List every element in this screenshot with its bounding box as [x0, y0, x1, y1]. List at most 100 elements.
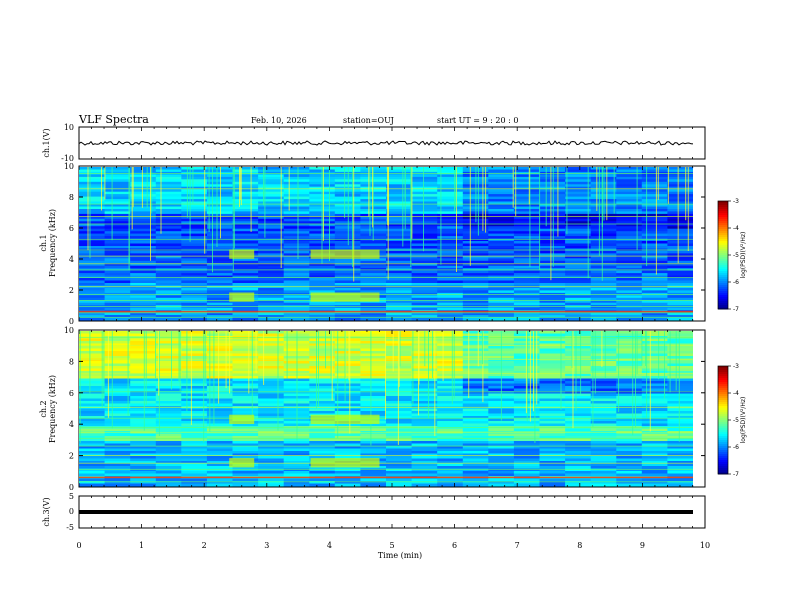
spectrogram-cell: [386, 423, 413, 427]
spectrogram-cell: [488, 448, 515, 452]
spectrogram-cell: [437, 307, 464, 311]
colorbar-cell: [718, 287, 728, 290]
spectrogram-cell: [206, 458, 233, 462]
spectrogram-cell: [206, 283, 233, 286]
spectrogram-cell: [79, 236, 106, 240]
spectrogram-cell: [206, 216, 233, 220]
spectrogram-cell: [258, 300, 285, 304]
spectrogram-cell: [667, 376, 694, 379]
spectrogram-cell: [488, 441, 515, 444]
spectrogram-cell: [462, 258, 489, 262]
spectrogram-cell: [437, 265, 464, 269]
spectrogram-cell: [334, 408, 361, 412]
spectrogram-sferic: [288, 167, 290, 211]
spectrogram-cell: [79, 231, 106, 235]
spectrogram-cell: [79, 283, 106, 286]
spectrogram-sferic: [263, 331, 265, 385]
spectrogram-cell: [232, 351, 259, 354]
spectrogram-cell: [206, 312, 233, 316]
spectrogram-cell: [488, 255, 515, 259]
spectrogram-cell: [334, 280, 361, 284]
spectrogram-cell: [155, 300, 182, 304]
spectrogram-cell: [565, 223, 592, 227]
spectrogram-cell: [641, 461, 668, 464]
spectrogram-cell: [386, 468, 413, 472]
spectrogram-cell: [206, 411, 233, 414]
spectrogram-sferic: [402, 167, 404, 247]
spectrogram-cell: [79, 471, 106, 474]
spectrogram-cell: [232, 481, 259, 484]
spectrogram-cell: [79, 363, 106, 367]
spectrogram-cell: [488, 461, 515, 464]
spectrogram-cell: [667, 290, 694, 294]
spectrogram-cell: [513, 204, 540, 207]
spectrogram-cell: [104, 348, 131, 352]
spectrogram-cell: [513, 473, 540, 477]
spectrogram-cell: [206, 331, 233, 334]
spectrogram-cell: [181, 317, 208, 321]
spectrogram-sferic: [158, 331, 160, 436]
spectrogram-sferic: [225, 331, 227, 389]
colorbar-cell: [718, 404, 728, 407]
spectrogram-cell: [488, 300, 515, 304]
spectrogram-cell: [462, 358, 489, 362]
spectrogram-cell: [334, 371, 361, 374]
spectrogram-cell: [437, 302, 464, 306]
spectrogram-cell: [641, 216, 668, 220]
spectrogram-cell: [462, 273, 489, 277]
spectrogram-cell: [667, 468, 694, 472]
spectrogram-cell: [232, 361, 259, 364]
spectrogram-sferic: [596, 167, 598, 211]
spectrogram-cell: [488, 179, 515, 183]
spectrogram-cell: [79, 273, 106, 277]
spectrogram-cell: [462, 270, 489, 274]
spectrogram-cell: [334, 441, 361, 444]
spectrogram-cell: [79, 373, 106, 377]
colorbar-cell: [718, 299, 728, 302]
spectrogram-cell: [437, 246, 464, 249]
spectrogram-cell: [539, 438, 566, 442]
spectrogram-cell: [283, 201, 310, 205]
spectrogram-cell: [206, 371, 233, 374]
spectrogram-sferic: [344, 331, 346, 402]
spectrogram-cell: [539, 473, 566, 477]
spectrogram-cell: [206, 388, 233, 392]
spectrogram-cell: [462, 353, 489, 357]
spectrogram-sferic: [213, 331, 215, 426]
spectrogram-cell: [667, 356, 694, 359]
spectrogram-cell: [79, 255, 106, 259]
spectrogram-cell: [539, 216, 566, 220]
spectrogram-cell: [104, 191, 131, 195]
colorbar-cell: [718, 211, 728, 214]
spectrogram-cell: [104, 393, 131, 397]
spectrogram-cell: [565, 315, 592, 319]
spectrogram-cell: [181, 280, 208, 284]
spectrogram-cell: [79, 270, 106, 274]
spectrogram-cell: [565, 413, 592, 417]
spectrogram-cell: [104, 280, 131, 284]
spectrogram-cell: [616, 443, 643, 447]
spectrogram-cell: [155, 403, 182, 407]
spectrogram-cell: [565, 167, 592, 170]
spectrogram-cell: [565, 468, 592, 472]
colorbar-cell: [718, 273, 728, 276]
spectrogram-cell: [488, 176, 515, 180]
spectrogram-cell: [513, 278, 540, 281]
spectrogram-cell: [206, 263, 233, 267]
spectrogram-cell: [79, 290, 106, 294]
spectrogram-cell: [309, 483, 336, 487]
spectrogram-cell: [309, 353, 336, 357]
spectrogram-cell: [104, 466, 131, 469]
spectrogram-cell: [386, 458, 413, 462]
colorbar-tick-label: -7: [733, 306, 739, 313]
spectrogram-cell: [539, 315, 566, 319]
spectrogram-cell: [386, 478, 413, 482]
spectrogram-cell: [181, 448, 208, 452]
station-label: station=OUJ: [343, 116, 394, 125]
spectrogram-cell: [130, 331, 157, 334]
spectrogram-line: [79, 316, 693, 318]
spectrogram-cell: [334, 471, 361, 474]
spectrogram-cell: [206, 351, 233, 354]
spectrogram-sferic: [204, 167, 206, 254]
spectrogram-cell: [667, 223, 694, 227]
